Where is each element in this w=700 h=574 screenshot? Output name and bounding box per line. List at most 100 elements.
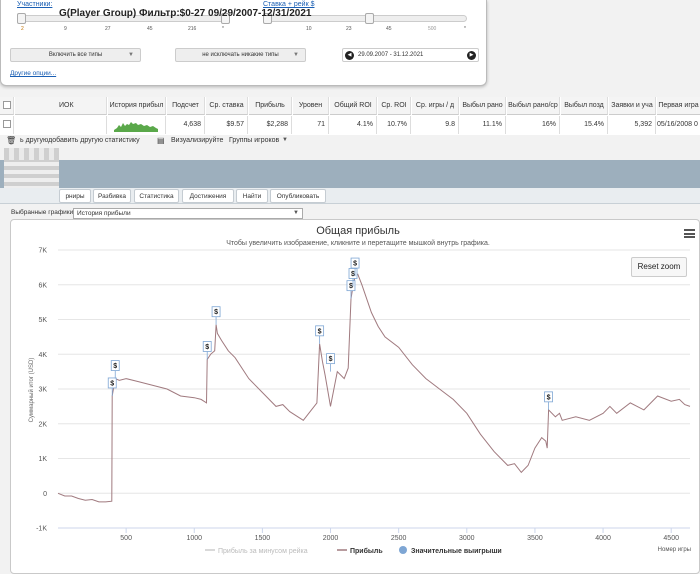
table-cell: 9.8 (412, 116, 459, 134)
profit-history-sparkline (108, 116, 166, 134)
column-header[interactable]: Заявки и уча (609, 97, 656, 115)
significant-win-flag[interactable]: $ (326, 353, 335, 372)
participants-tick: 216 (188, 26, 197, 32)
series-line-profit (57, 273, 691, 503)
significant-win-flag[interactable]: $ (348, 268, 358, 287)
tab-find[interactable]: Найти (236, 189, 268, 203)
tab-statistics[interactable]: Статистика (134, 189, 179, 203)
y-tick-label: 4K (38, 352, 47, 359)
participants-tick: * (222, 26, 224, 32)
column-header[interactable]: Ср. ставка (206, 97, 248, 115)
select-all-checkbox[interactable] (2, 101, 11, 110)
tab-breakdown[interactable]: Разбивка (93, 189, 131, 203)
stake-tick: * (464, 26, 466, 32)
other-options-link[interactable]: Другие опции... (10, 70, 57, 77)
significant-win-flag[interactable]: $ (350, 257, 360, 277)
visualize-button[interactable]: Визуализируйте (171, 137, 224, 144)
next-date-icon[interactable]: ▶ (467, 51, 476, 60)
row-checkbox[interactable] (2, 120, 11, 129)
tab-tournaments[interactable]: рниры (59, 189, 91, 203)
significant-win-flag[interactable]: $ (346, 280, 356, 299)
column-header[interactable]: ИОК (15, 97, 107, 115)
dollar-icon: $ (110, 380, 114, 387)
column-header[interactable]: Уровен (293, 97, 329, 115)
y-tick-label: -1K (36, 526, 47, 533)
menu-icon[interactable] (684, 229, 695, 238)
dollar-icon: $ (329, 356, 333, 363)
exclude-types-value: не исключать никакие типы (202, 52, 279, 58)
stake-tick: 10 (306, 26, 312, 32)
participants-slider[interactable] (17, 13, 230, 24)
y-tick-label: 6K (38, 282, 47, 289)
stake-label[interactable]: Ставка + рейк $ (263, 1, 315, 8)
prev-date-icon[interactable]: ◀ (345, 51, 354, 60)
x-tick-label: 3500 (527, 535, 543, 542)
column-header[interactable]: История прибыл (108, 97, 166, 115)
dollar-icon: $ (214, 309, 218, 316)
significant-win-flag[interactable]: $ (110, 360, 120, 379)
significant-win-flag[interactable]: $ (315, 325, 325, 344)
dollar-icon: $ (547, 394, 551, 401)
legend-symbol-significant-wins (399, 546, 407, 554)
tab-achievements[interactable]: Достижения (182, 189, 234, 203)
row-checkbox-cell[interactable] (0, 116, 14, 134)
column-header[interactable]: Ср. игры / д (412, 97, 459, 115)
stake-slider-min-handle[interactable] (263, 13, 272, 24)
table-cell: 4.1% (330, 116, 377, 134)
stake-slider[interactable] (263, 13, 467, 24)
chevron-down-icon: ▼ (282, 137, 288, 143)
exclude-types-dropdown[interactable]: не исключать никакие типы ▼ (175, 48, 306, 62)
participants-slider-max-handle[interactable] (221, 13, 230, 24)
table-cell: 4,638 (167, 116, 205, 134)
chevron-down-icon: ▼ (293, 52, 299, 58)
date-range-field[interactable]: ◀ 29.09.2007 - 31.12.2021 ▶ (342, 48, 479, 62)
significant-win-flag[interactable]: $ (202, 341, 212, 360)
column-header[interactable]: Первая игра (657, 97, 700, 115)
legend-item-significant-wins[interactable]: Значительные выигрыши (411, 548, 502, 555)
results-title: G(Player Group) Фильтр:$0-27 09/29/2007-… (59, 8, 312, 19)
column-header[interactable]: Общий ROI (330, 97, 377, 115)
participants-slider-min-handle[interactable] (17, 13, 26, 24)
x-tick-label: 1500 (255, 535, 271, 542)
dollar-icon: $ (113, 363, 117, 370)
graph-select-row: Выбранные графики: История прибыли ▼ (0, 208, 700, 220)
x-tick-label: 1000 (186, 535, 202, 542)
column-header[interactable]: Прибыль (249, 97, 292, 115)
graph-select[interactable]: История прибыли ▼ (73, 208, 303, 219)
y-tick-label: 3K (38, 387, 47, 394)
stake-tick: 23 (346, 26, 352, 32)
reset-zoom-button[interactable]: Reset zoom (631, 257, 687, 277)
column-header[interactable]: Ср. ROI (378, 97, 411, 115)
include-types-dropdown[interactable]: Включить все типы ▼ (10, 48, 141, 62)
date-range-value: 29.09.2007 - 31.12.2021 (358, 52, 424, 58)
y-tick-label: 2K (38, 421, 47, 428)
results-header (0, 160, 700, 188)
column-header[interactable]: Подсчет (167, 97, 205, 115)
legend-item-profit-without-rake[interactable]: Прибыль за минусом рейка (218, 547, 308, 555)
chart-icon: ▤ (157, 136, 165, 145)
significant-win-flag[interactable]: $ (544, 391, 553, 410)
dollar-icon: $ (349, 283, 353, 290)
significant-win-flag[interactable]: $ (211, 306, 221, 325)
trash-icon[interactable]: 🗑 (6, 136, 17, 145)
add-statistic-button[interactable]: ь другуюдобавить другую статистику (20, 137, 140, 144)
significant-win-flag[interactable]: $ (107, 377, 117, 396)
sparkline-chart (114, 122, 158, 132)
legend-item-profit[interactable]: Прибыль (350, 547, 383, 555)
dollar-icon: $ (318, 328, 322, 335)
y-tick-label: 0 (43, 491, 47, 498)
y-axis-label: Суммарный итог (USD) (28, 358, 35, 423)
column-header[interactable]: Выбыл рано/ср (507, 97, 560, 115)
table-cell: 15.4% (561, 116, 608, 134)
stake-tick: 45 (386, 26, 392, 32)
stake-slider-max-handle[interactable] (365, 13, 374, 24)
chevron-down-icon: ▼ (128, 52, 134, 58)
filter-panel: Участники: Ставка + рейк $ 2 9 27 45 216… (0, 0, 487, 86)
tab-publish[interactable]: Опубликовать (270, 189, 326, 203)
player-groups-menu[interactable]: Группы игроков (229, 137, 280, 144)
column-header[interactable]: Выбыл позд (561, 97, 608, 115)
column-header[interactable]: Выбыл рано (460, 97, 506, 115)
participants-label[interactable]: Участники: (17, 1, 53, 8)
select-all-header[interactable] (0, 97, 14, 115)
